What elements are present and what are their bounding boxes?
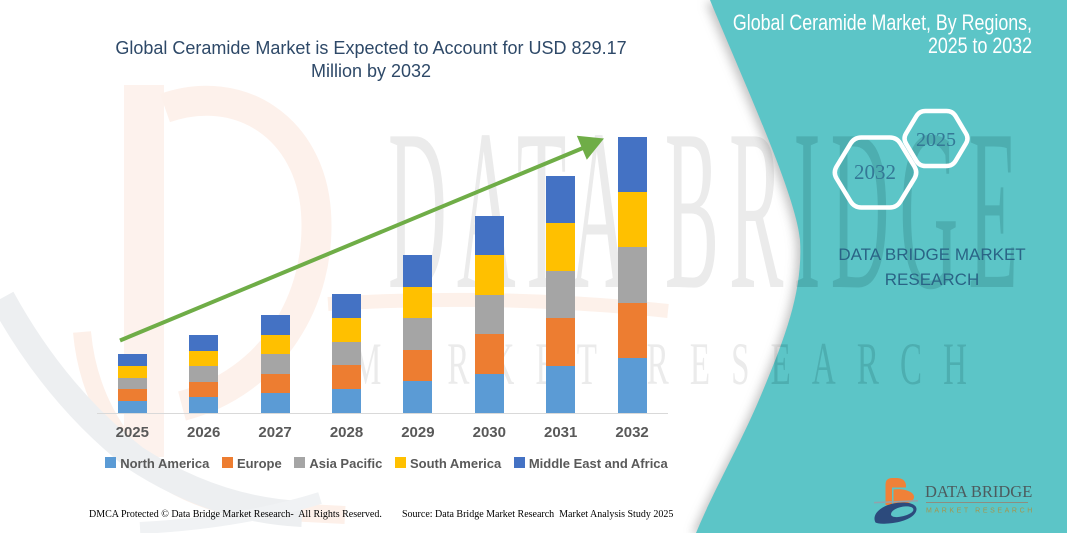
svg-text:2025: 2025 xyxy=(916,129,956,151)
svg-text:2032: 2032 xyxy=(854,160,896,184)
svg-text:DATA BRIDGE: DATA BRIDGE xyxy=(925,482,1032,501)
svg-text:MARKET RESEARCH: MARKET RESEARCH xyxy=(926,508,1035,515)
